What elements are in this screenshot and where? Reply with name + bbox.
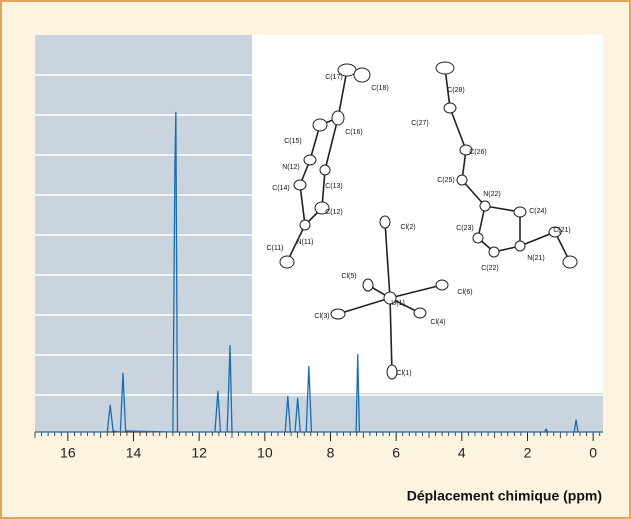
atom-label: C(14) (272, 185, 290, 192)
x-tick-label: 2 (524, 445, 532, 461)
atom-label: Cl(1) (396, 370, 411, 377)
atom-label: Cl(4) (430, 319, 445, 326)
bond (444, 67, 451, 109)
atom-label: C(13) (325, 183, 343, 190)
atom (293, 179, 307, 191)
atom-label: Cl(3) (314, 313, 329, 320)
atom (435, 279, 449, 291)
atom-labels: C(17) C(18) C(16) C(15) N(12) C(14) C(13) C(12)… (267, 74, 571, 377)
inset-background (252, 35, 603, 393)
bond (389, 297, 393, 373)
atom (314, 201, 330, 215)
atom-label: C(28) (447, 87, 465, 94)
atom (479, 200, 491, 212)
x-tick-label: 10 (257, 445, 273, 461)
atom-label: C(23) (456, 225, 474, 232)
atom (443, 102, 457, 114)
atom (303, 154, 317, 166)
atom (435, 61, 455, 75)
bond (449, 107, 467, 151)
atom (386, 364, 398, 380)
bond (299, 184, 306, 226)
atom-label: N(22) (483, 191, 501, 198)
atom (319, 164, 331, 176)
spectrum (35, 111, 603, 433)
atom (379, 215, 391, 229)
atom-label: C(21) (553, 227, 571, 234)
atom-label: N(21) (527, 255, 545, 262)
atom-label: C(15) (284, 138, 302, 145)
bond (461, 179, 486, 207)
atom-label: C(22) (481, 265, 499, 272)
atom-label: C(17) (325, 74, 343, 81)
molecule: C(17) C(18) C(16) C(15) N(12) C(14) C(13) C(12)… (267, 61, 578, 380)
x-tick-label: 0 (589, 445, 597, 461)
x-axis: 16 14 12 10 8 6 4 2 0 (34, 431, 603, 461)
atom (312, 118, 328, 132)
atom-label: U(1) (391, 300, 405, 307)
atoms (279, 61, 578, 380)
atom (456, 174, 468, 186)
atom (459, 144, 473, 156)
atom (383, 291, 397, 305)
atom (513, 206, 527, 218)
bond (286, 224, 306, 263)
atom-label: N(12) (282, 164, 300, 171)
x-axis-label: Déplacement chimique (ppm) (407, 488, 602, 504)
atom-label: Cl(6) (457, 289, 472, 296)
atom (353, 67, 371, 83)
atom (299, 219, 311, 231)
atom-label: Cl(2) (400, 224, 415, 231)
atom (362, 278, 374, 292)
atom (488, 246, 500, 258)
atom (413, 307, 427, 319)
bond (384, 221, 391, 299)
bond (389, 284, 443, 299)
bond (324, 117, 339, 171)
atom (562, 255, 578, 269)
x-tick-label: 4 (458, 445, 466, 461)
atom (472, 232, 484, 244)
x-tick-label: 14 (126, 445, 142, 461)
atom (331, 110, 345, 126)
atom-label: C(11) (267, 245, 284, 252)
spectrum-line (35, 111, 603, 433)
atom (330, 308, 346, 320)
x-tick-label: 16 (60, 445, 76, 461)
bond (337, 69, 348, 119)
x-tick-label: 6 (392, 445, 400, 461)
atom-label: N(11) (297, 239, 314, 246)
atom-label: C(16) (345, 129, 363, 136)
atom-label: C(18) (371, 85, 389, 92)
atom-label: C(12) (325, 209, 343, 216)
x-tick-label: 12 (191, 445, 207, 461)
atom-label: C(25) (437, 177, 455, 184)
atom-label: Cl(5) (341, 273, 356, 280)
atom-label: C(24) (529, 208, 547, 215)
atom (279, 255, 295, 269)
x-tick-label: 8 (327, 445, 335, 461)
atom (514, 240, 526, 252)
atom-label: C(26) (469, 149, 487, 156)
atom (548, 226, 562, 238)
bond (337, 297, 391, 315)
atom-label: C(27) (411, 120, 429, 127)
